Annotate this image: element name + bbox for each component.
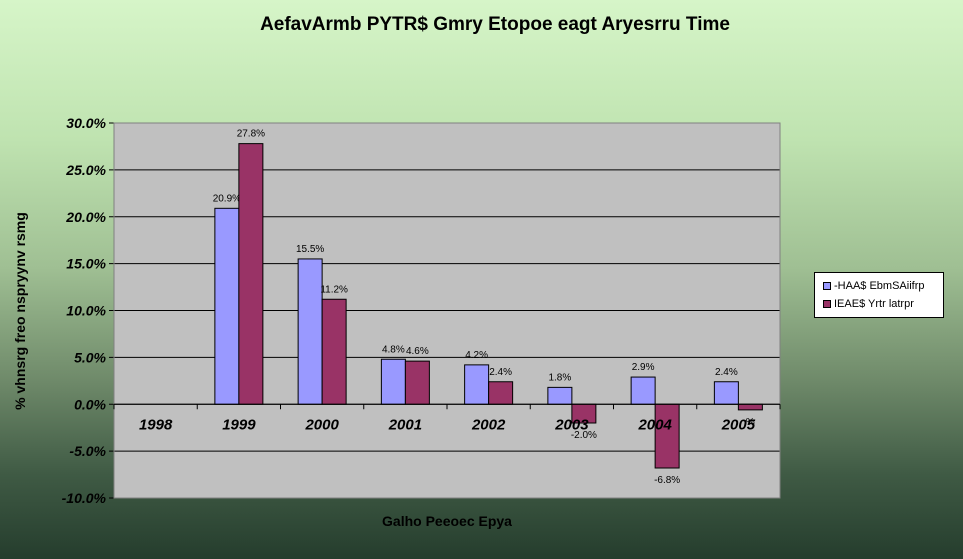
data-label: 4.8%: [382, 344, 405, 355]
x-tick-label: 2004: [637, 416, 672, 433]
y-tick-label: 0.0%: [74, 396, 106, 412]
data-label: 2.4%: [715, 367, 738, 378]
legend-item-series-1: -HAA$ EbmSAiifrp: [823, 280, 924, 292]
data-label: 4.6%: [406, 346, 429, 357]
bar-series-1: [297, 258, 323, 405]
bar-series-2: [488, 381, 514, 405]
y-tick-label: 25.0%: [65, 162, 106, 178]
data-label: -2.0%: [571, 430, 597, 441]
bar-series-2: [404, 360, 430, 405]
data-label: 15.5%: [296, 244, 324, 255]
x-tick-label: 2005: [721, 416, 756, 433]
y-tick-label: 15.0%: [66, 256, 106, 272]
data-label: 27.8%: [237, 129, 265, 140]
bar-series-1: [464, 364, 490, 405]
y-tick-label: -5.0%: [69, 443, 106, 459]
bar-series-2: [238, 143, 264, 405]
bar-series-2: [737, 403, 763, 411]
legend-swatch-series-1: [823, 282, 831, 290]
data-label: 2.4%: [489, 367, 512, 378]
bar-series-2: [321, 298, 347, 405]
y-tick-label: 20.0%: [65, 209, 106, 225]
data-label: 4.2%: [465, 350, 488, 361]
legend: -HAA$ EbmSAiifrp IEAE$ Yrtr latrpr: [814, 272, 944, 318]
y-tick-label: 30.0%: [66, 115, 106, 131]
legend-label-series-1: -HAA$ EbmSAiifrp: [834, 280, 925, 292]
bar-series-1: [630, 376, 656, 405]
legend-item-series-2: IEAE$ Yrtr latrpr: [823, 298, 914, 310]
data-label: 11.2%: [320, 284, 348, 295]
legend-label-series-2: IEAE$ Yrtr latrpr: [834, 298, 914, 310]
x-tick-label: 2002: [471, 416, 506, 433]
y-tick-label: -10.0%: [62, 490, 107, 506]
data-label: -6.8%: [654, 475, 680, 486]
x-tick-label: 2001: [388, 416, 422, 433]
y-tick-label: 5.0%: [74, 349, 106, 365]
y-tick-label: 10.0%: [66, 303, 106, 319]
data-label: 1.8%: [548, 372, 571, 383]
data-label: 20.9%: [213, 193, 241, 204]
x-tick-label: 1999: [222, 416, 256, 433]
data-label: 2.9%: [632, 362, 655, 373]
bar-series-1: [713, 381, 739, 405]
legend-swatch-series-2: [823, 300, 831, 308]
bar-series-1: [380, 358, 406, 405]
data-label: %: [746, 417, 755, 428]
x-tick-label: 2003: [554, 416, 589, 433]
plot-border: [113, 122, 781, 499]
bar-series-2: [654, 403, 680, 469]
chart-title: AefavArmb PYTR$ Gmry Etopoe eagt Aryesrr…: [260, 14, 730, 35]
bar-series-1: [547, 386, 573, 405]
x-axis-title: Galho Peeoec Epya: [382, 513, 512, 529]
bar-series-1: [214, 207, 240, 405]
x-tick-label: 2000: [304, 416, 339, 433]
x-tick-label: 1998: [139, 416, 173, 433]
